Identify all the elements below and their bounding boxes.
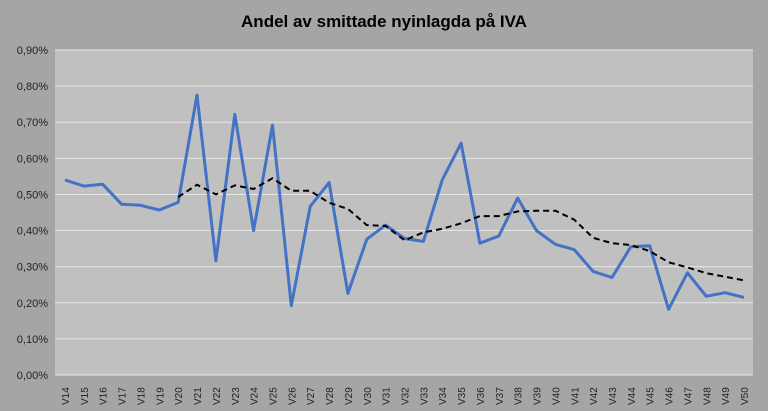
- y-tick-label: 0,20%: [17, 298, 48, 310]
- y-tick-label: 0,00%: [17, 370, 48, 382]
- y-tick-label: 0,60%: [17, 153, 48, 165]
- x-tick-label: V21: [193, 387, 204, 405]
- chart-title: Andel av smittade nyinlagda på IVA: [241, 12, 527, 31]
- x-tick-label: V39: [533, 387, 544, 405]
- x-tick-label: V46: [665, 387, 676, 405]
- x-tick-label: V22: [212, 387, 223, 405]
- x-tick-label: V49: [721, 387, 732, 405]
- x-tick-label: V24: [250, 387, 261, 405]
- x-tick-label: V28: [325, 387, 336, 405]
- x-tick-label: V33: [419, 387, 430, 405]
- y-tick-label: 0,10%: [17, 334, 48, 346]
- x-tick-label: V17: [118, 387, 129, 405]
- y-tick-label: 0,90%: [17, 45, 48, 57]
- x-tick-label: V36: [476, 387, 487, 405]
- x-tick-label: V16: [99, 387, 110, 405]
- x-tick-label: V34: [438, 387, 449, 405]
- x-tick-label: V50: [740, 387, 751, 405]
- x-tick-label: V48: [702, 387, 713, 405]
- x-tick-label: V14: [61, 387, 72, 405]
- y-tick-label: 0,30%: [17, 262, 48, 274]
- x-tick-label: V18: [136, 387, 147, 405]
- x-tick-label: V31: [382, 387, 393, 405]
- x-tick-label: V45: [646, 387, 657, 405]
- x-tick-label: V35: [457, 387, 468, 405]
- x-tick-label: V20: [174, 387, 185, 405]
- x-tick-label: V37: [495, 387, 506, 405]
- y-tick-label: 0,80%: [17, 81, 48, 93]
- y-tick-label: 0,50%: [17, 189, 48, 201]
- x-tick-label: V43: [608, 387, 619, 405]
- x-tick-label: V29: [344, 387, 355, 405]
- x-tick-label: V44: [627, 387, 638, 405]
- x-tick-label: V32: [401, 387, 412, 405]
- x-tick-label: V15: [80, 387, 91, 405]
- x-tick-label: V19: [155, 387, 166, 405]
- x-tick-label: V30: [363, 387, 374, 405]
- x-tick-label: V23: [231, 387, 242, 405]
- y-tick-label: 0,40%: [17, 226, 48, 238]
- y-tick-label: 0,70%: [17, 117, 48, 129]
- x-tick-label: V27: [306, 387, 317, 405]
- x-tick-label: V42: [589, 387, 600, 405]
- x-tick-label: V47: [683, 387, 694, 405]
- x-tick-label: V25: [268, 387, 279, 405]
- x-tick-label: V40: [551, 387, 562, 405]
- plot-area: [55, 50, 753, 375]
- x-tick-label: V41: [570, 387, 581, 405]
- x-tick-label: V26: [287, 387, 298, 405]
- x-tick-label: V38: [514, 387, 525, 405]
